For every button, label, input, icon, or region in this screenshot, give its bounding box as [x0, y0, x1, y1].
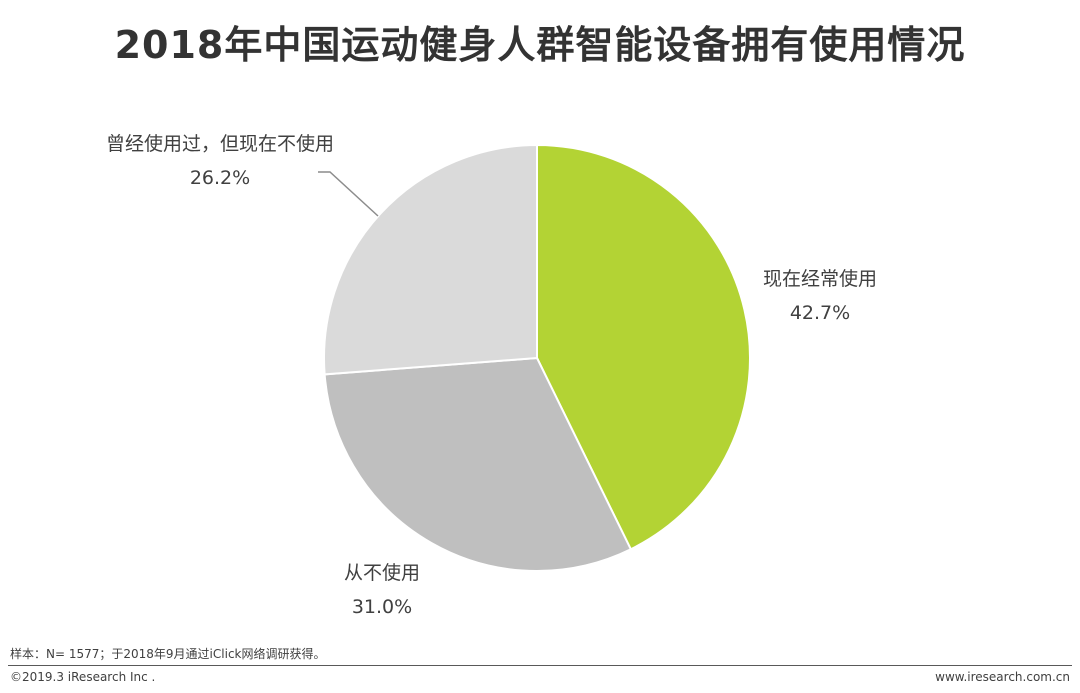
- leader-line-slice-2: [318, 171, 379, 217]
- slice-label-1-value: 31.0%: [351, 596, 413, 618]
- website-link[interactable]: www.iresearch.com.cn: [935, 670, 1070, 684]
- pie-slice-0: [536, 143, 751, 551]
- slice-label-2-value: 26.2%: [189, 167, 251, 189]
- pie-slice-1: [323, 356, 633, 572]
- slice-label-0-name: 现在经常使用: [762, 268, 877, 290]
- slice-label-1: 从不使用 31.0%: [282, 556, 482, 624]
- copyright-text: ©2019.3 iResearch Inc .: [10, 670, 156, 684]
- slice-label-1-name: 从不使用: [343, 562, 420, 584]
- slice-label-2: 曾经使用过，但现在不使用 26.2%: [80, 127, 360, 195]
- slice-label-0-value: 42.7%: [789, 302, 851, 324]
- chart-title: 2018年中国运动健身人群智能设备拥有使用情况: [114, 23, 966, 67]
- sample-note: 样本：N= 1577；于2018年9月通过iClick网络调研获得。: [10, 647, 326, 661]
- slice-label-2-name: 曾经使用过，但现在不使用: [105, 133, 334, 155]
- slice-label-0: 现在经常使用 42.7%: [720, 262, 920, 330]
- pie-slice-2: [323, 143, 538, 376]
- footer-divider: [8, 665, 1072, 666]
